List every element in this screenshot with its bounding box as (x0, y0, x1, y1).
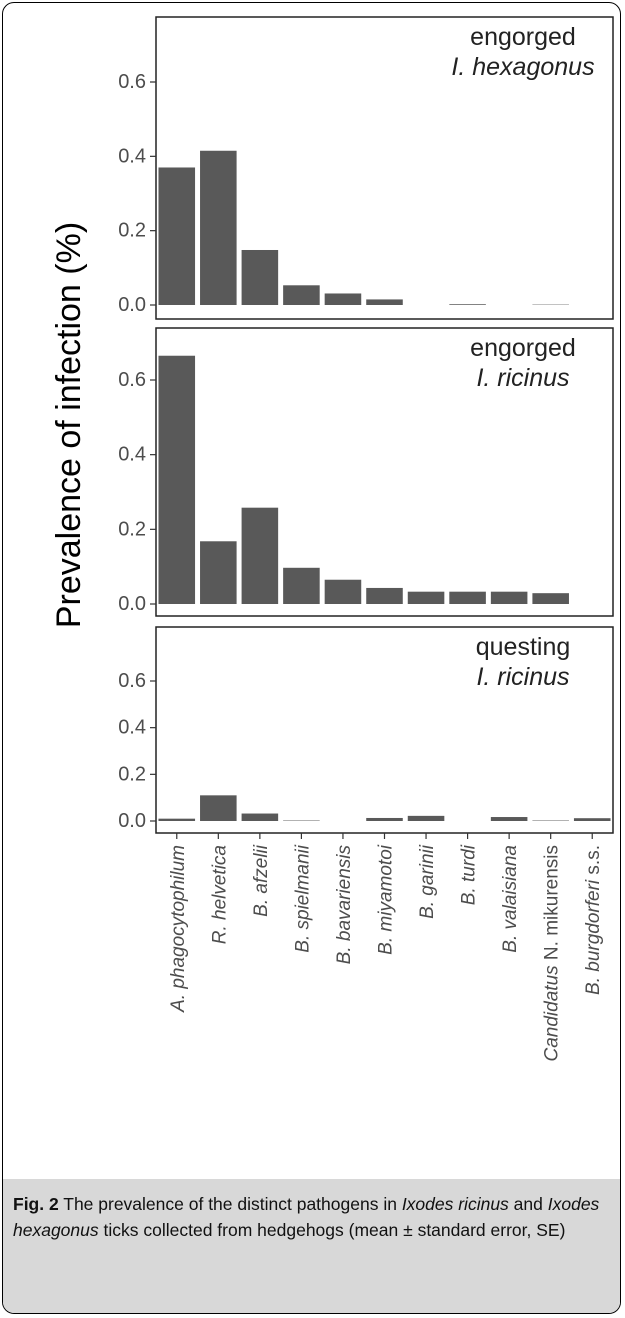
panel-3-bar-5 (366, 817, 403, 821)
panel-3-bar-6 (407, 815, 445, 821)
figure-caption: Fig. 2 The prevalence of the distinct pa… (3, 1179, 620, 1313)
panel-2-border (155, 327, 614, 617)
panel-2-ytick-label-0: 0.0 (118, 593, 146, 615)
panel-3-label-line2: I. ricinus (476, 663, 569, 691)
caption-species-1: Ixodes ricinus (401, 1194, 509, 1214)
panel-2-bar-5 (366, 587, 403, 604)
panel-2-bar-0 (158, 355, 196, 604)
panel-3-ytick-label-1: 0.2 (118, 763, 146, 785)
x-tick-label-5: B. miyamotoi (376, 844, 397, 955)
panel-1-bar-4 (324, 293, 362, 305)
x-tick-label-4: B. bavariensis (334, 845, 355, 965)
panel-3-ytick-label-3: 0.6 (118, 670, 146, 692)
panel-1-bar-3 (283, 285, 320, 305)
y-axis-label: Prevalence of infection (%) (50, 222, 88, 628)
caption-fig-label: Fig. 2 (13, 1194, 59, 1214)
panel-1-label-line2: I. hexagonus (451, 53, 594, 81)
panel-2-bar-2 (241, 507, 279, 604)
panel-1-bar-5 (366, 299, 403, 305)
panel-2-ytick-label-2: 0.4 (118, 444, 146, 466)
panel-1-bar-1 (200, 150, 237, 305)
x-tick-label-7: B. turdi (459, 844, 480, 905)
caption-text-2: and (508, 1194, 548, 1214)
panel-3-bar-2 (241, 813, 279, 821)
caption-text-3: ticks collected from hedgehogs (mean ± s… (98, 1220, 566, 1240)
panel-1-label-line1: engorged (470, 23, 576, 51)
panel-2-bar-6 (407, 591, 445, 604)
panel-3-label-line1: questing (476, 633, 571, 661)
x-tick-label-0: A. phagocytophilum (168, 845, 189, 1013)
panel-1-ytick-label-1: 0.2 (118, 220, 146, 242)
panel-3-bar-0 (158, 818, 196, 821)
x-tick-label-2: B. afzelii (251, 844, 272, 917)
panel-3-bar-10 (573, 818, 611, 821)
panel-1-bar-0 (158, 167, 196, 305)
caption-text-1: The prevalence of the distinct pathogens… (58, 1194, 402, 1214)
panel-3-ytick-label-0: 0.0 (118, 810, 146, 832)
chart: Prevalence of infection (%) 0.0 0.2 0.4 0.6 e… (50, 16, 614, 1061)
panel-2-bar-4 (324, 579, 362, 604)
panel-2-bar-8 (490, 591, 528, 604)
panel-2-bar-9 (532, 593, 569, 604)
x-tick-label-3: B. spielmanii (292, 844, 313, 952)
panel-2-ytick-label-1: 0.2 (118, 518, 146, 540)
x-tick-label-6: B. garinii (417, 844, 438, 919)
panel-2-ytick-label-3: 0.6 (118, 369, 146, 391)
x-tick-label-9: Candidatus N. mikurensis (542, 845, 563, 1061)
panel-2-bar-7 (449, 591, 486, 604)
panel-2-label-line2: I. ricinus (476, 364, 569, 392)
panel-1-bar-2 (241, 249, 279, 305)
x-tick-label-8: B. valaisiana (500, 845, 521, 953)
x-tick-label-10: B. burgdorferi s.s. (583, 845, 604, 995)
caption-species-2: Ixodes hexagonus (13, 1194, 600, 1240)
panel-2-bar-1 (200, 541, 237, 604)
panel-1-ytick-label-0: 0.0 (118, 294, 146, 316)
x-tick-label-1: R. helvetica (209, 845, 230, 944)
panel-1-bar-7 (449, 304, 486, 305)
panel-1-ytick-label-2: 0.4 (118, 145, 146, 167)
panel-3-bar-8 (490, 817, 528, 821)
panel-3-ytick-label-2: 0.4 (118, 717, 146, 739)
panel-2-bar-3 (283, 567, 320, 604)
panel-2-label-line1: engorged (470, 334, 576, 362)
panel-1-border (155, 16, 614, 320)
panel-3-bar-1 (200, 795, 237, 821)
panel-1-ytick-label-3: 0.6 (118, 71, 146, 93)
